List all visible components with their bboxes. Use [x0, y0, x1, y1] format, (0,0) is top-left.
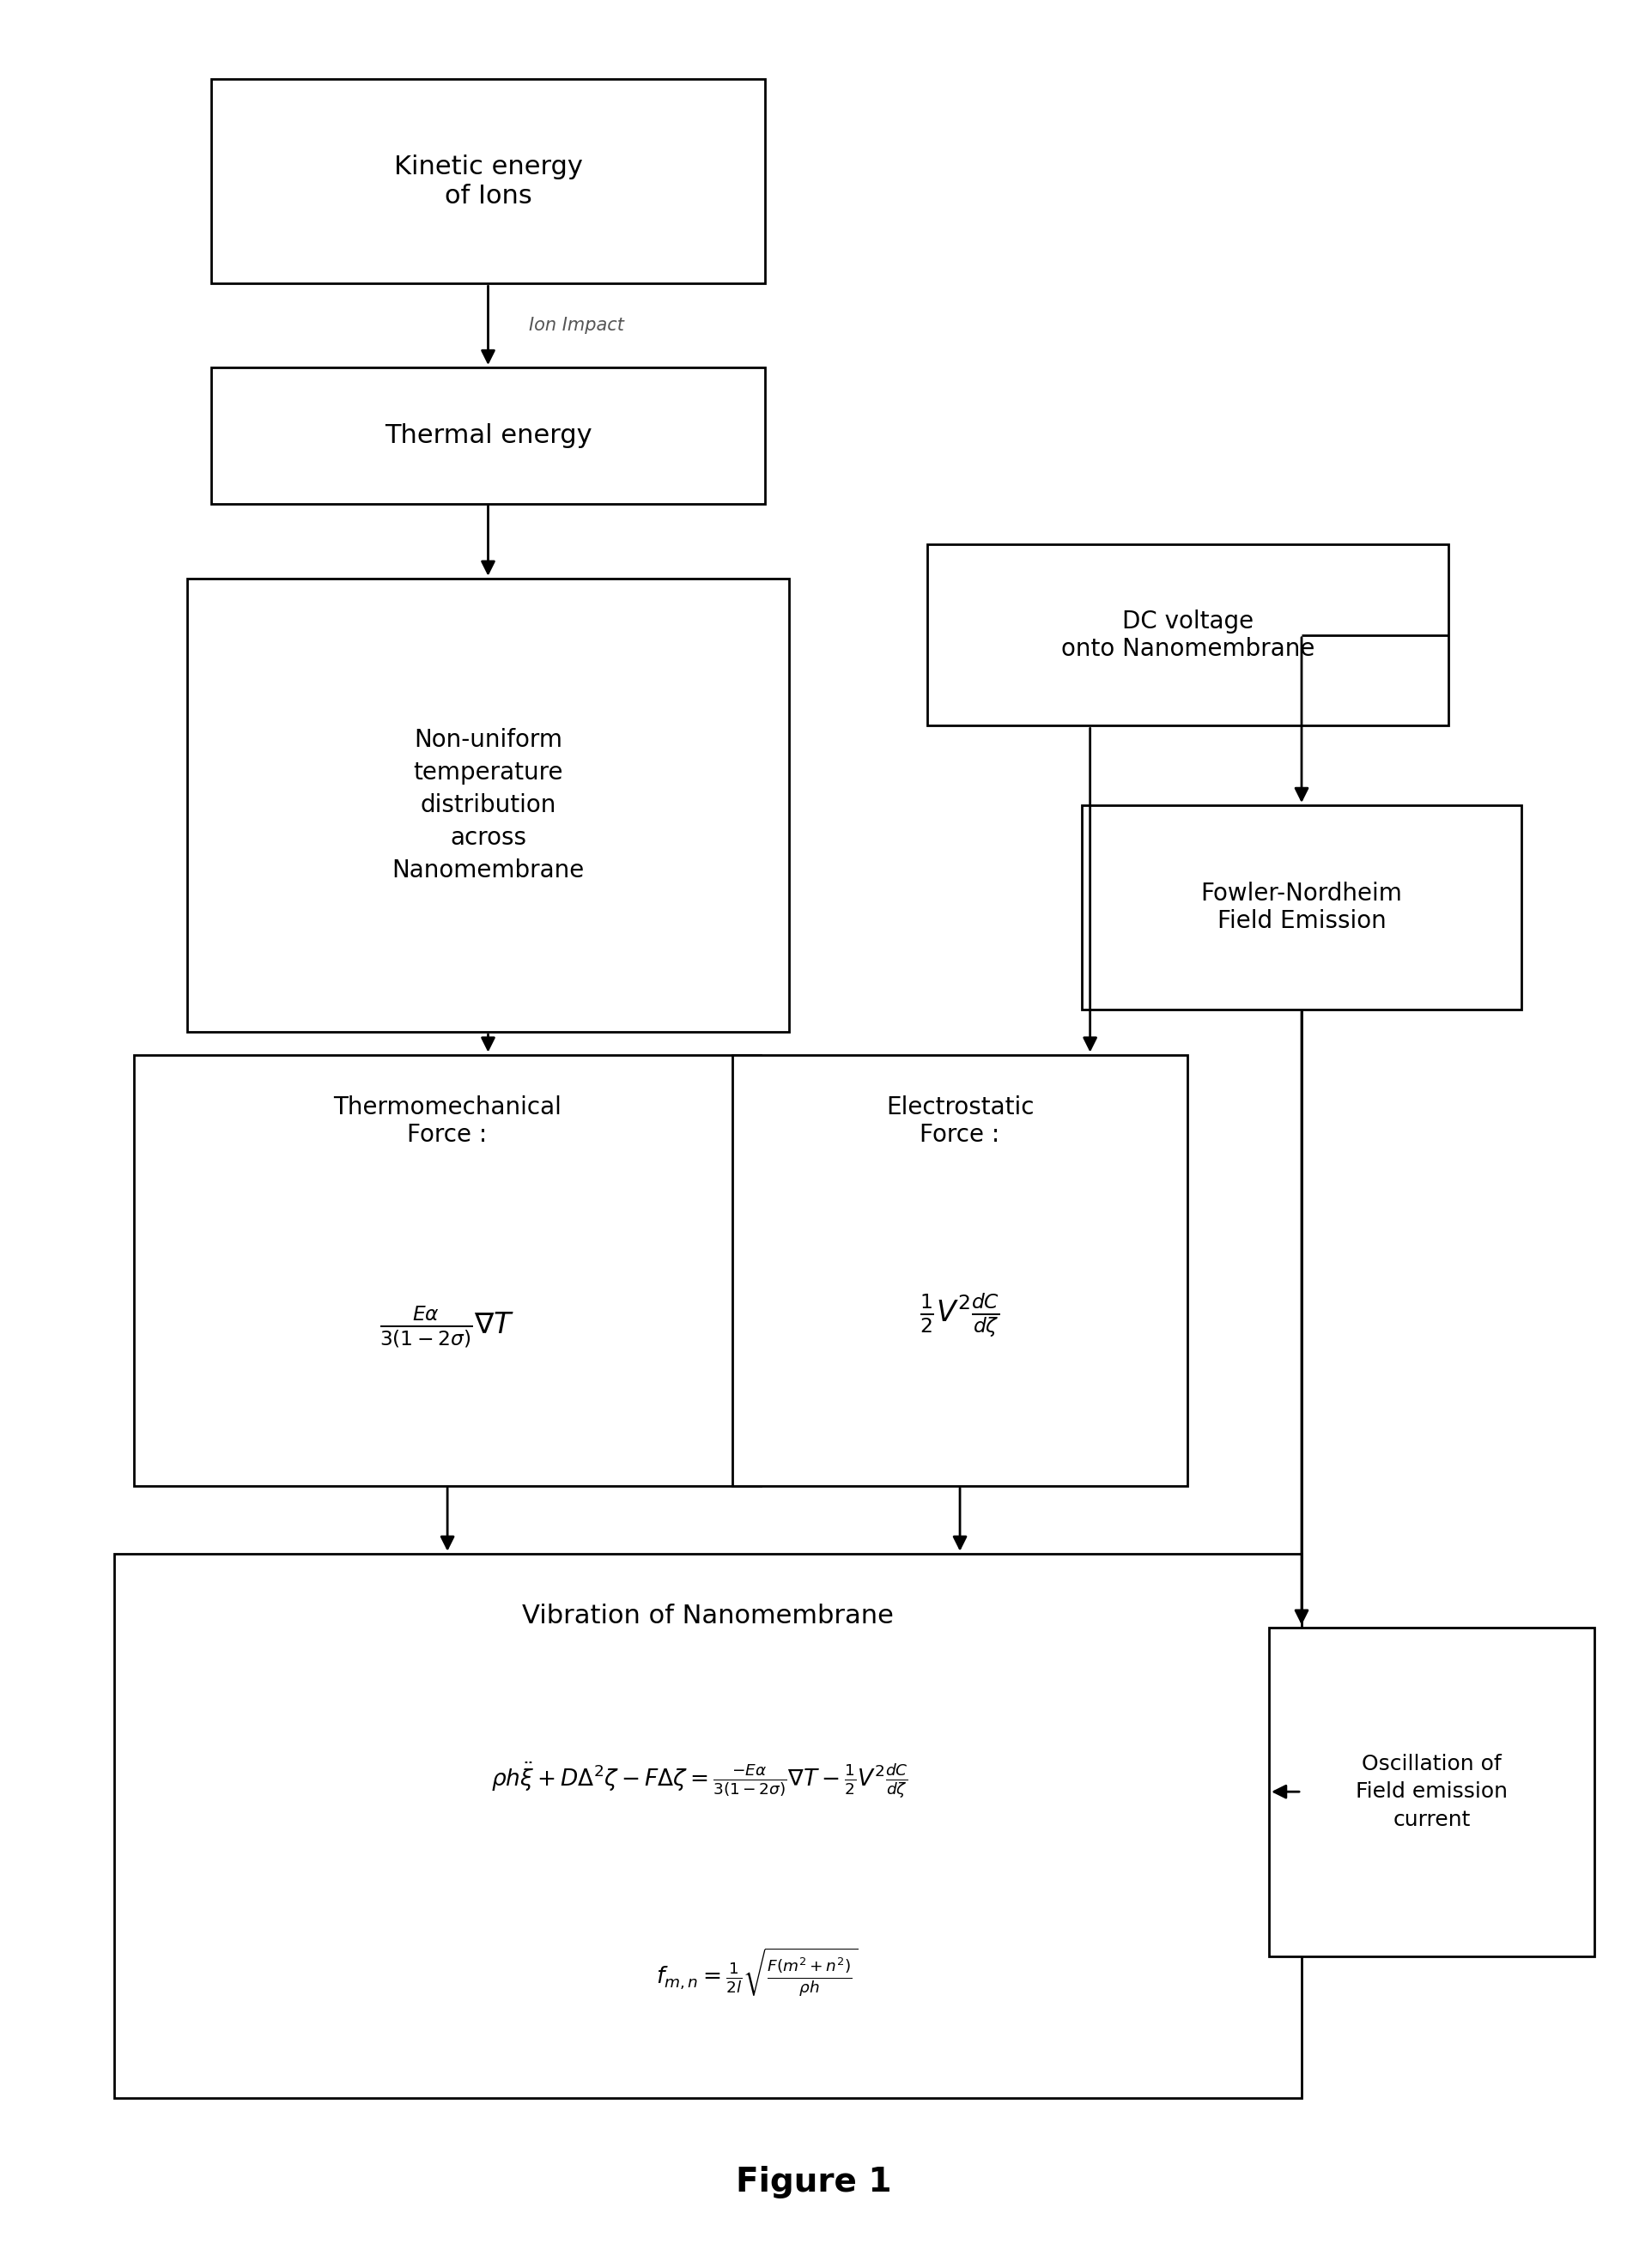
FancyBboxPatch shape: [187, 578, 789, 1032]
Text: Thermal energy: Thermal energy: [384, 424, 592, 447]
Text: Kinetic energy
of Ions: Kinetic energy of Ions: [394, 154, 582, 209]
FancyBboxPatch shape: [212, 367, 765, 503]
Text: $\frac{1}{2}V^2\frac{dC}{d\zeta}$: $\frac{1}{2}V^2\frac{dC}{d\zeta}$: [919, 1290, 1001, 1340]
Text: Oscillation of
Field emission
current: Oscillation of Field emission current: [1355, 1753, 1508, 1830]
FancyBboxPatch shape: [927, 544, 1448, 726]
Text: $\frac{E\alpha}{3(1-2\sigma)}\nabla T$: $\frac{E\alpha}{3(1-2\sigma)}\nabla T$: [379, 1304, 516, 1349]
FancyBboxPatch shape: [732, 1055, 1188, 1486]
Text: Electrostatic
Force :: Electrostatic Force :: [885, 1095, 1035, 1148]
FancyBboxPatch shape: [212, 79, 765, 284]
FancyBboxPatch shape: [114, 1554, 1302, 2098]
Text: DC voltage
onto Nanomembrane: DC voltage onto Nanomembrane: [1061, 610, 1315, 660]
FancyBboxPatch shape: [1082, 805, 1521, 1009]
Text: Ion Impact: Ion Impact: [529, 318, 625, 333]
Text: Fowler-Nordheim
Field Emission: Fowler-Nordheim Field Emission: [1201, 882, 1402, 932]
FancyBboxPatch shape: [135, 1055, 760, 1486]
Text: Thermomechanical
Force :: Thermomechanical Force :: [334, 1095, 561, 1148]
Text: $f_{m,n}=\frac{1}{2l}\sqrt{\frac{F(m^2+n^2)}{\rho h}}$: $f_{m,n}=\frac{1}{2l}\sqrt{\frac{F(m^2+n…: [656, 1946, 857, 2000]
FancyBboxPatch shape: [1269, 1628, 1594, 1955]
Text: Vibration of Nanomembrane: Vibration of Nanomembrane: [522, 1603, 893, 1628]
Text: $\rho h\ddot{\xi}+D\Delta^2\zeta-F\Delta\zeta=\frac{-E\alpha}{3(1-2\sigma)}\nabl: $\rho h\ddot{\xi}+D\Delta^2\zeta-F\Delta…: [491, 1760, 908, 1801]
Text: Non-uniform
temperature
distribution
across
Nanomembrane: Non-uniform temperature distribution acr…: [392, 728, 584, 882]
Text: Figure 1: Figure 1: [735, 2166, 892, 2198]
